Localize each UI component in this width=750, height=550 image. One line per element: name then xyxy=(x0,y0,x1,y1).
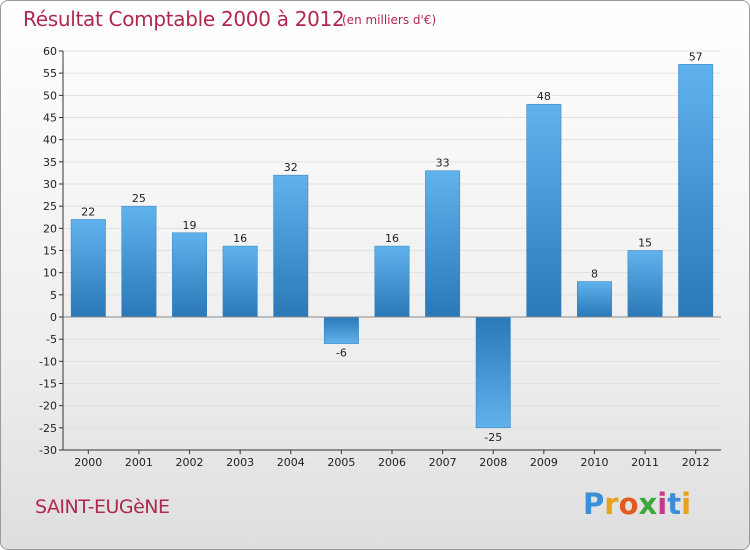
logo-letter: t xyxy=(667,487,682,521)
x-tick-label: 2005 xyxy=(327,456,355,469)
y-tick-label: 25 xyxy=(43,200,57,213)
x-tick-label: 2011 xyxy=(631,456,659,469)
x-tick-labels: 2000 2001 2002 2003 2004 2005 2006 2007 2008 2009… xyxy=(74,456,709,469)
data-label-2005: -6 xyxy=(336,347,347,360)
bar-2012 xyxy=(678,64,714,318)
bar-2010 xyxy=(577,281,612,318)
logo-letter: x xyxy=(638,487,658,521)
bar-2008 xyxy=(475,316,511,429)
bar-2007 xyxy=(425,170,461,318)
bar-2004 xyxy=(273,174,309,318)
x-tick-label: 2003 xyxy=(226,456,254,469)
y-tick-label: 35 xyxy=(43,156,57,169)
commune-name: SAINT-EUGèNE xyxy=(35,496,170,518)
logo-letter: r xyxy=(604,487,619,521)
bar-2002 xyxy=(172,232,207,318)
logo-letter: i xyxy=(657,487,668,521)
data-label-2011: 15 xyxy=(638,237,652,250)
y-tick-label: 55 xyxy=(43,67,57,80)
logo-letter: P xyxy=(583,487,605,521)
y-tick-label: -10 xyxy=(39,355,57,368)
bar-2006 xyxy=(374,245,410,318)
bar-2005 xyxy=(323,316,359,344)
y-tick-label: -25 xyxy=(39,422,57,435)
y-tick-label: 50 xyxy=(43,89,57,102)
y-tick-label: 15 xyxy=(43,245,57,258)
x-tick-label: 2012 xyxy=(682,456,710,469)
x-tick-label: 2000 xyxy=(74,456,102,469)
data-label-2001: 25 xyxy=(132,192,146,205)
data-label-2008: -25 xyxy=(484,431,502,444)
bar-2001 xyxy=(121,205,157,318)
y-tick-label: 45 xyxy=(43,112,57,125)
y-tick-label: 20 xyxy=(43,222,57,235)
y-tick-labels: 605550454035302520151050-5-10-15-20-25-3… xyxy=(39,45,57,457)
x-tick-label: 2010 xyxy=(580,456,608,469)
bars xyxy=(70,64,714,429)
y-tick-label: -20 xyxy=(39,400,57,413)
data-label-2007: 33 xyxy=(436,157,450,170)
data-label-2004: 32 xyxy=(284,161,298,174)
data-label-2000: 22 xyxy=(81,205,95,218)
data-label-2012: 57 xyxy=(689,50,703,63)
x-tick-label: 2008 xyxy=(479,456,507,469)
x-tick-label: 2002 xyxy=(176,456,204,469)
data-label-2003: 16 xyxy=(233,232,247,245)
y-tick-label: -15 xyxy=(39,378,57,391)
data-label-2002: 19 xyxy=(183,219,197,232)
bar-2000 xyxy=(70,219,106,318)
x-tick-label: 2006 xyxy=(378,456,406,469)
x-tick-label: 2009 xyxy=(530,456,558,469)
chart-subtitle: (en milliers d'€) xyxy=(342,13,437,27)
proxiti-logo: Proxiti xyxy=(583,487,691,521)
bar-2011 xyxy=(627,250,663,318)
data-label-2006: 16 xyxy=(385,232,399,245)
chart-title: Résultat Comptable 2000 à 2012 xyxy=(23,7,345,31)
y-tick-label: -30 xyxy=(39,444,57,457)
bar-2003 xyxy=(222,245,258,318)
y-tick-label: 30 xyxy=(43,178,57,191)
y-tick-label: 60 xyxy=(43,45,57,58)
data-label-2010: 8 xyxy=(591,268,598,281)
x-tick-label: 2007 xyxy=(429,456,457,469)
bar-2009 xyxy=(526,103,562,318)
data-labels: 22 25 19 16 32 -6 16 33 -25 48 8 15 57 xyxy=(81,50,702,444)
y-tick-label: 0 xyxy=(50,311,57,324)
x-tick-label: 2001 xyxy=(125,456,153,469)
y-tick-label: 10 xyxy=(43,267,57,280)
logo-letter: o xyxy=(618,487,639,521)
axes xyxy=(59,50,721,454)
data-label-2009: 48 xyxy=(537,90,551,103)
y-tick-label: -5 xyxy=(46,333,57,346)
y-tick-label: 40 xyxy=(43,134,57,147)
logo-letter: i xyxy=(681,487,692,521)
y-tick-label: 5 xyxy=(50,289,57,302)
x-tick-label: 2004 xyxy=(277,456,305,469)
